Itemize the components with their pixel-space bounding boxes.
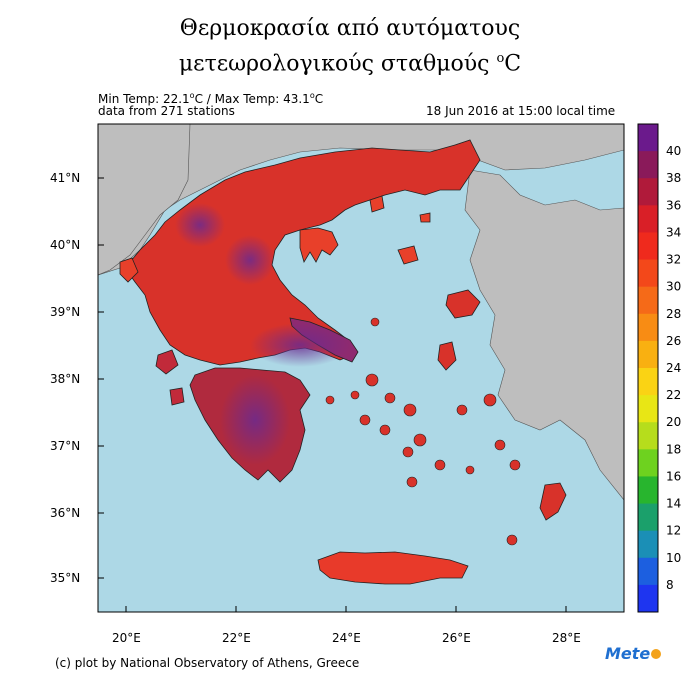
colorbar-swatch <box>638 422 658 450</box>
title-unit: C <box>504 51 522 77</box>
kefalonia-island <box>155 349 179 375</box>
colorbar-swatch <box>638 313 658 342</box>
colorbar-swatch <box>638 124 658 152</box>
lat-label-35: 35°N <box>50 571 80 585</box>
footer-credit: (c) plot by National Observatory of Athe… <box>55 656 360 670</box>
colorbar-swatch <box>638 286 658 315</box>
colorbar-swatch <box>638 449 658 477</box>
timestamp: 18 Jun 2016 at 15:00 local time <box>426 104 616 118</box>
colorbar-swatch <box>638 151 658 179</box>
colorbar-frame <box>637 123 659 613</box>
min-deg-sup: o <box>189 91 195 100</box>
colorbar <box>637 123 659 613</box>
colorbar-label: 26 <box>666 334 681 348</box>
colorbar-swatch <box>638 259 658 288</box>
hotspot-central <box>250 323 350 367</box>
colorbar-swatch <box>638 584 658 613</box>
colorbar-swatch <box>638 476 658 505</box>
lat-label-39: 39°N <box>50 305 80 319</box>
colorbar-swatch <box>638 368 658 396</box>
colorbar-labels: 40 38 36 34 32 30 28 26 24 22 20 18 16 14 12 10 8 <box>666 144 681 592</box>
corfu-island <box>119 257 139 283</box>
lemnos-island <box>397 245 419 265</box>
latitude-axis <box>98 177 104 579</box>
title-text-line2: μετεωρολογικούς σταθμούς <box>178 51 497 77</box>
map-title-line1: Θερμοκρασία από αυτόματους <box>179 16 521 41</box>
lon-label-20: 20°E <box>112 631 141 645</box>
colorbar-label: 40 <box>666 144 681 158</box>
lat-label-36: 36°N <box>50 506 80 520</box>
hotspot-northwest <box>175 203 225 247</box>
lat-label-40: 40°N <box>50 238 80 252</box>
map-panel <box>98 124 624 612</box>
chios-island <box>437 341 457 371</box>
colorbar-label: 16 <box>666 469 681 483</box>
lon-label-28: 28°E <box>552 631 581 645</box>
map-title-line2: μετεωρολογικούς σταθμούς oC <box>0 46 700 77</box>
chalkidiki <box>299 227 339 263</box>
lon-label-22: 22°E <box>222 631 251 645</box>
rhodes-island <box>539 482 567 521</box>
crete-island <box>317 551 469 585</box>
max-unit: C <box>314 92 324 106</box>
colorbar-label: 12 <box>666 524 681 538</box>
hotspot-thessaly <box>225 235 275 285</box>
colorbar-swatch <box>638 530 658 559</box>
colorbar-label: 14 <box>666 497 681 511</box>
colorbar-label: 24 <box>666 361 681 375</box>
min-unit: C <box>194 92 203 106</box>
thasos-island <box>369 195 385 213</box>
albania-border-area <box>98 124 191 276</box>
colorbar-label: 28 <box>666 307 681 321</box>
colorbar-label: 32 <box>666 253 681 267</box>
lat-label-37: 37°N <box>50 439 80 453</box>
cyclades-islands <box>325 317 521 546</box>
colorbar-swatch <box>638 340 658 369</box>
longitude-axis <box>125 606 567 612</box>
colorbar-label: 20 <box>666 415 681 429</box>
turkey-landmass <box>464 169 624 501</box>
colorbar-swatch <box>638 395 658 423</box>
colorbar-swatch <box>638 205 658 233</box>
colorbar-label: 38 <box>666 171 681 185</box>
title-degree-sup: o <box>496 51 505 66</box>
samothraki-island <box>419 212 431 223</box>
max-temp-text: / Max Temp: 43.1 <box>202 92 310 106</box>
colorbar-label: 34 <box>666 225 681 239</box>
colorbar-swatch <box>638 232 658 261</box>
logo-text: Mete <box>605 644 651 663</box>
lat-label-41: 41°N <box>50 171 80 185</box>
lat-label-38: 38°N <box>50 372 80 386</box>
station-count: data from 271 stations <box>98 104 235 118</box>
colorbar-label: 18 <box>666 442 681 456</box>
colorbar-label: 22 <box>666 388 681 402</box>
colorbar-label: 10 <box>666 551 681 565</box>
hotspot-peloponnese <box>220 375 290 465</box>
lesvos-island <box>445 289 481 319</box>
colorbar-swatch <box>638 178 658 206</box>
colorbar-swatch <box>638 503 658 532</box>
colorbar-swatch <box>638 557 658 586</box>
colorbar-label: 30 <box>666 280 681 294</box>
balkans-landmass <box>98 124 624 276</box>
sun-icon <box>651 649 662 659</box>
zakynthos-island <box>169 387 185 406</box>
lon-label-24: 24°E <box>332 631 361 645</box>
meteo-logo: Mete <box>605 644 662 663</box>
min-max-temp: Min Temp: 22.1oC / Max Temp: 43.1oC <box>98 89 323 106</box>
colorbar-label: 36 <box>666 198 681 212</box>
lon-label-26: 26°E <box>442 631 471 645</box>
map-frame <box>97 123 625 613</box>
min-temp-text: Min Temp: 22.1 <box>98 92 190 106</box>
max-deg-sup: o <box>309 91 315 100</box>
colorbar-label: 8 <box>666 578 674 592</box>
